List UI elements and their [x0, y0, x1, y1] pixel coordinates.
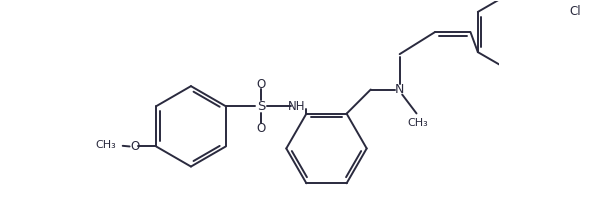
Text: N: N — [395, 83, 404, 96]
Text: O: O — [257, 78, 266, 91]
Text: O: O — [257, 122, 266, 135]
Text: S: S — [257, 100, 265, 113]
Text: CH₃: CH₃ — [407, 118, 428, 129]
Text: CH₃: CH₃ — [95, 140, 116, 150]
Text: NH: NH — [288, 100, 305, 113]
Text: Cl: Cl — [570, 5, 581, 18]
Text: O: O — [130, 140, 140, 153]
